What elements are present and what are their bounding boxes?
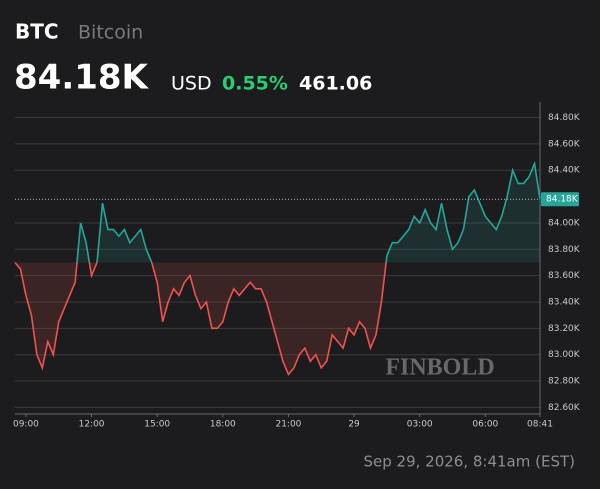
- y-tick-label: 84.00K: [548, 218, 581, 228]
- change-absolute: 461.06: [299, 73, 372, 95]
- y-tick-label: 83.40K: [548, 298, 581, 308]
- line-down: [14, 262, 387, 377]
- y-tick-label: 84.60K: [548, 139, 581, 149]
- area-down: [15, 262, 387, 375]
- change-percent: 0.55%: [222, 73, 288, 95]
- x-tick-label: 08:41: [527, 420, 553, 430]
- area-up: [15, 163, 540, 263]
- symbol: BTC: [15, 20, 59, 44]
- watermark: FINBOLD: [385, 355, 494, 381]
- y-tick-label: 83.80K: [548, 245, 581, 255]
- line-up: [15, 160, 541, 263]
- timestamp: Sep 29, 2026, 8:41am (EST): [364, 453, 576, 471]
- x-tick-label: 12:00: [79, 420, 105, 430]
- y-tick-label: 83.00K: [548, 350, 581, 360]
- y-tick-label: 82.60K: [548, 403, 581, 413]
- x-tick-label: 06:00: [472, 420, 498, 430]
- x-tick-label: 18:00: [210, 420, 236, 430]
- y-tick-label: 82.80K: [548, 377, 581, 387]
- y-tick-label: 83.60K: [548, 271, 581, 281]
- x-tick-label: 03:00: [407, 420, 433, 430]
- plot: 82.60K 82.80K 83.00K 83.20K 83.40K 83.60K 83.8…: [13, 102, 581, 430]
- last-price-label: 84.18K: [546, 195, 579, 205]
- x-tick-label: 29: [348, 420, 360, 430]
- y-tick-label: 84.40K: [548, 166, 581, 176]
- currency: USD: [171, 73, 212, 95]
- x-tick-label: 21:00: [275, 420, 301, 430]
- price: 84.18K: [14, 58, 150, 98]
- asset-name: Bitcoin: [78, 22, 143, 44]
- x-tick-label: 15:00: [144, 420, 170, 430]
- last-price-box: [541, 192, 579, 207]
- y-tick-label: 84.80K: [548, 113, 581, 123]
- x-tick-label: 09:00: [13, 420, 39, 430]
- y-tick-label: 83.20K: [548, 324, 581, 334]
